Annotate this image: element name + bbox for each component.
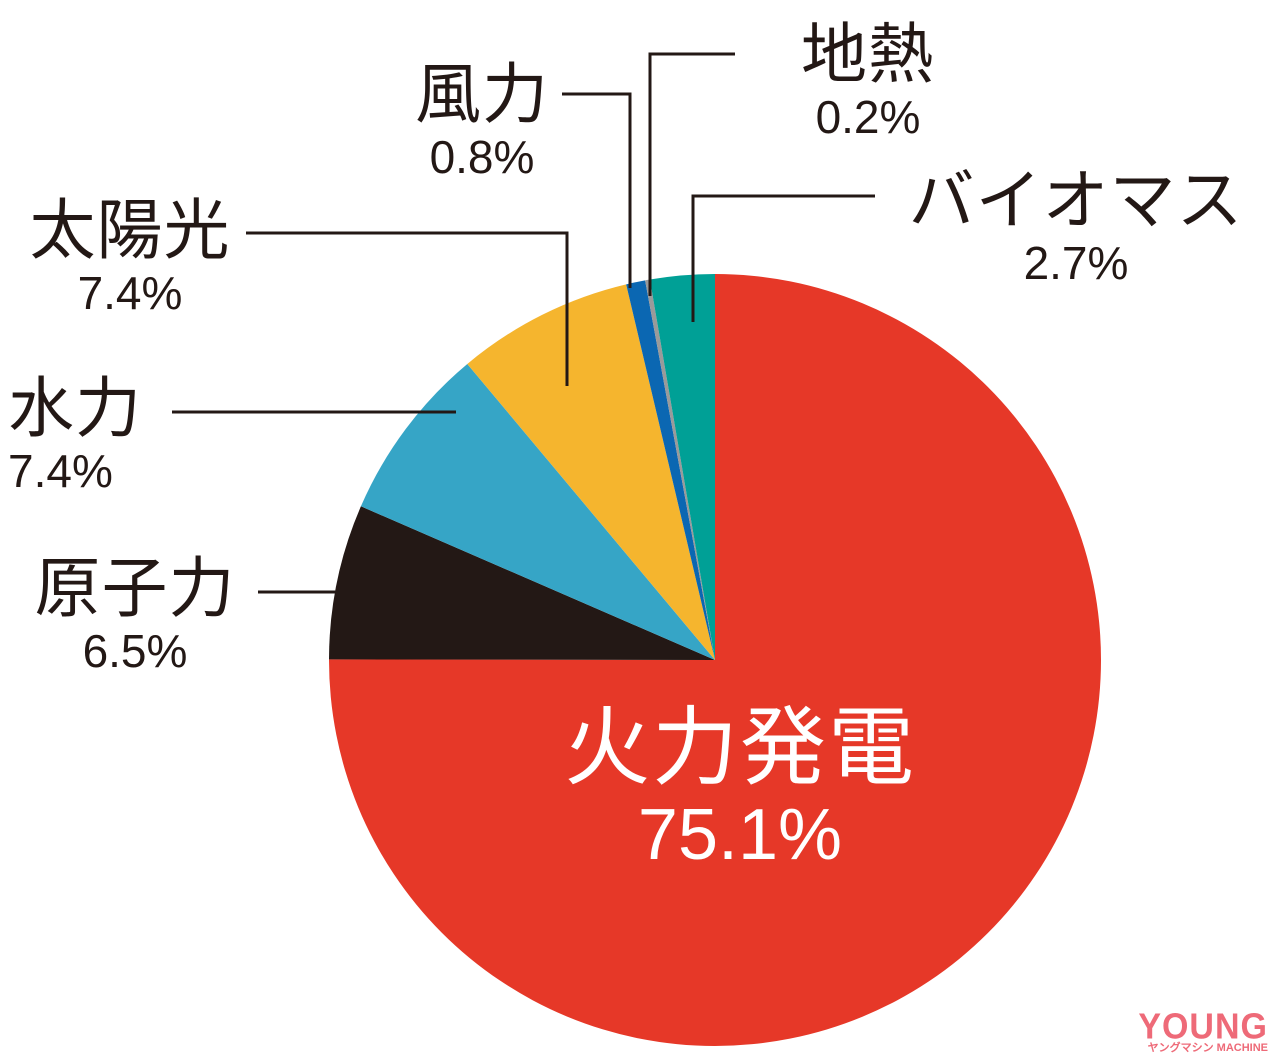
label-solar-pct: 7.4% (77, 267, 183, 319)
label-nuclear: 原子力 6.5% (10, 550, 260, 677)
watermark-logo: YOUNG ヤングマシン MACHINE (1138, 1007, 1268, 1054)
label-hydro: 水力 7.4% (8, 370, 168, 497)
label-wind: 風力 0.8% (392, 56, 572, 183)
watermark-main: YOUNG (1138, 1007, 1268, 1047)
label-biomass-name: バイオマス (908, 162, 1244, 239)
label-geothermal-name: 地熱 (801, 16, 935, 93)
leader-lines (172, 52, 875, 594)
pie-slice (649, 274, 715, 660)
label-geothermal: 地熱 0.2% (768, 16, 968, 143)
pie-slice (626, 280, 715, 660)
label-biomass-pct: 2.7% (1023, 237, 1129, 289)
label-biomass: バイオマス 2.7% (886, 162, 1266, 289)
label-thermal-pct: 75.1% (637, 795, 843, 875)
leader-line-solar (246, 231, 569, 386)
label-wind-name: 風力 (415, 56, 549, 133)
pie-slice (645, 279, 715, 660)
label-solar-name: 太陽光 (29, 192, 231, 269)
pie-slice (360, 363, 715, 660)
leader-line-geothermal (648, 52, 735, 296)
label-thermal-name: 火力発電 (564, 698, 916, 798)
pie-slice (467, 284, 715, 660)
label-nuclear-pct: 6.5% (82, 625, 188, 677)
label-geothermal-pct: 0.2% (815, 91, 921, 143)
leader-line-wind (562, 92, 632, 288)
label-wind-pct: 0.8% (429, 131, 535, 183)
leader-line-biomass (691, 194, 875, 322)
label-hydro-name: 水力 (8, 370, 142, 447)
label-nuclear-name: 原子力 (34, 550, 236, 627)
pie-slices (328, 274, 1101, 1046)
label-hydro-pct: 7.4% (8, 445, 113, 497)
pie-slice (328, 274, 1101, 1046)
pie-slice (329, 506, 715, 660)
label-thermal: 火力発電 75.1% (530, 705, 950, 871)
label-solar: 太陽光 7.4% (10, 192, 250, 319)
watermark-sub: ヤングマシン MACHINE (1147, 1042, 1268, 1054)
